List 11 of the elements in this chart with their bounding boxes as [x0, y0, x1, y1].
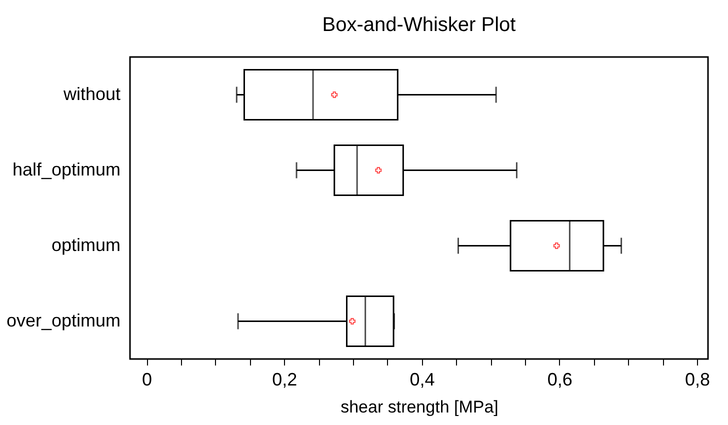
y-tick-label: optimum	[51, 234, 120, 255]
x-tick-label: 0	[142, 370, 152, 390]
y-tick-label: without	[62, 84, 120, 104]
y-tick-label: over_optimum	[6, 310, 120, 330]
x-tick-label: 0,2	[272, 370, 298, 390]
chart-title: Box-and-Whisker Plot	[322, 14, 516, 36]
y-tick-label: half_optimum	[12, 159, 120, 180]
x-tick-label: 0,8	[684, 370, 710, 390]
x-tick-label: 0,4	[410, 370, 435, 390]
x-tick-label: 0,6	[547, 370, 572, 390]
x-axis-title: shear strength [MPa]	[340, 398, 498, 416]
